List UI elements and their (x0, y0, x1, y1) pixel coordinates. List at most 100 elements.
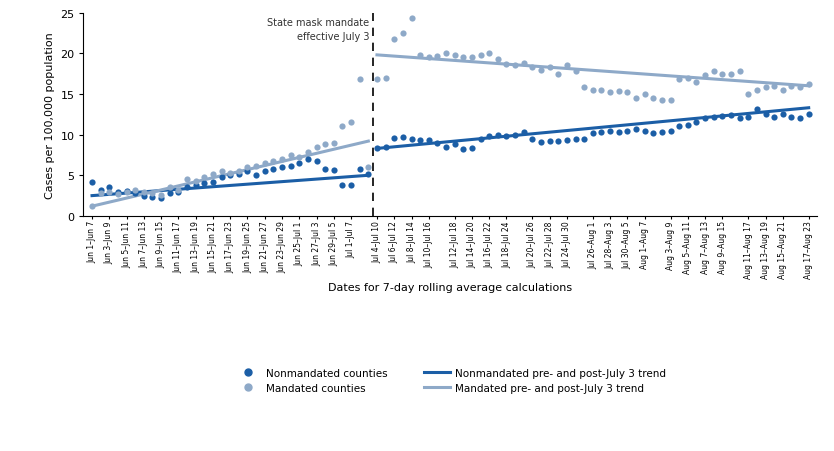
Point (620, 89, 634, 97)
Point (215, 174, 229, 181)
Point (146, 190, 159, 198)
Point (664, 128, 677, 135)
Point (517, 129, 530, 137)
Point (430, 140, 444, 147)
Point (172, 189, 185, 197)
Point (646, 95, 660, 102)
Point (724, 112, 737, 120)
Point (440, 144, 453, 151)
Point (767, 83, 781, 90)
Point (198, 180, 211, 188)
Point (517, 60, 530, 68)
Point (535, 139, 548, 146)
Legend: Nonmandated counties, Mandated counties, Nonmandated pre- and post-July 3 trend,: Nonmandated counties, Mandated counties,… (234, 368, 666, 393)
Point (535, 68, 548, 75)
Point (716, 113, 729, 120)
Point (249, 172, 263, 179)
Point (379, 144, 392, 151)
Point (189, 182, 203, 189)
Point (474, 136, 487, 143)
Point (284, 152, 297, 159)
Point (232, 170, 245, 178)
Point (224, 172, 237, 179)
Point (267, 158, 280, 165)
Point (646, 130, 660, 137)
Point (94, 190, 108, 198)
Point (707, 114, 721, 121)
Point (154, 195, 168, 202)
Point (793, 85, 806, 92)
Point (258, 168, 271, 175)
Point (586, 87, 600, 94)
Point (310, 144, 324, 151)
Point (163, 190, 177, 198)
Point (707, 69, 721, 76)
Point (551, 71, 565, 78)
Point (767, 114, 781, 121)
Point (137, 189, 150, 196)
Point (483, 133, 496, 141)
Point (690, 120, 703, 127)
Point (404, 16, 418, 23)
Point (440, 51, 453, 58)
Point (724, 71, 737, 78)
Point (111, 191, 124, 198)
Point (120, 188, 133, 195)
Point (85, 179, 98, 186)
Point (620, 128, 634, 135)
Point (422, 55, 435, 62)
Point (785, 114, 798, 121)
Point (751, 87, 764, 94)
Point (362, 164, 375, 171)
Point (630, 126, 643, 133)
Point (681, 75, 695, 82)
Point (111, 189, 124, 196)
Point (491, 133, 505, 140)
Point (249, 162, 263, 170)
Point (396, 30, 409, 37)
Point (560, 138, 574, 145)
Point (189, 178, 203, 185)
Point (595, 129, 608, 137)
Point (319, 142, 332, 149)
Point (430, 53, 444, 60)
Point (793, 115, 806, 122)
Point (120, 189, 133, 197)
Point (656, 129, 669, 137)
Point (474, 52, 487, 60)
Point (741, 114, 755, 121)
Point (551, 138, 565, 145)
Point (388, 135, 401, 142)
Point (206, 170, 219, 178)
Point (284, 162, 297, 170)
Point (422, 138, 435, 145)
Point (198, 174, 211, 181)
Point (500, 61, 513, 68)
Point (388, 36, 401, 43)
Point (733, 69, 746, 76)
Point (664, 97, 677, 104)
Point (681, 122, 695, 129)
Point (586, 130, 600, 137)
Point (751, 106, 764, 114)
Point (85, 203, 98, 210)
Point (569, 69, 582, 76)
Point (180, 184, 193, 192)
Point (543, 64, 556, 72)
Point (362, 170, 375, 178)
Point (232, 168, 245, 175)
Point (379, 75, 392, 82)
Point (543, 138, 556, 145)
Point (465, 55, 479, 62)
Point (344, 182, 358, 189)
Point (206, 179, 219, 186)
Point (733, 115, 746, 123)
Point (327, 166, 340, 174)
Point (560, 63, 574, 70)
Point (612, 89, 626, 96)
Point (759, 85, 772, 92)
Point (414, 52, 427, 60)
Point (370, 146, 384, 153)
Point (500, 133, 513, 141)
Point (457, 146, 470, 153)
